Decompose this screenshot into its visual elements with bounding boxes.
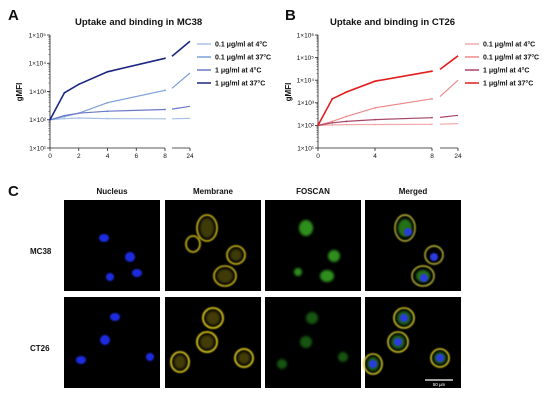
chart-a-legend-label: 1 μg/ml at 4°C <box>215 67 261 75</box>
chart-a-data-point <box>63 114 66 117</box>
panel-letter-c: C <box>8 183 19 200</box>
chart-a-y-tick-label: 1×10³ <box>29 89 47 96</box>
chart-b-series-line-24h <box>439 114 459 118</box>
chart-b-legend-label: 1 μg/ml at 37°C <box>483 80 533 88</box>
chart-a-y-tick-label: 1×10² <box>29 117 47 124</box>
chart-a-data-point <box>164 117 166 120</box>
chart-b-data-point <box>431 116 433 119</box>
chart-b-series-line-24h <box>439 55 459 71</box>
chart-b-data-point <box>345 115 348 118</box>
micrograph-ct26-foscan <box>265 297 361 388</box>
micrograph-mc38-nucleus <box>64 200 160 291</box>
chart-a-data-point <box>164 89 166 92</box>
chart-a-data-point <box>106 110 109 113</box>
chart-b-data-point <box>331 124 334 126</box>
chart-b-legend-label: 0.1 μg/ml at 4°C <box>483 41 535 49</box>
chart-a-legend-label: 0.1 μg/ml at 37°C <box>215 54 271 62</box>
column-header-merged: Merged <box>399 187 428 196</box>
chart-b-data-point <box>431 97 433 100</box>
chart-a-x-tick-label: 24 <box>186 153 194 160</box>
chart-a-series-line-24h <box>171 40 191 57</box>
chart-b-data-point <box>331 97 334 100</box>
column-header-foscan: FOSCAN <box>296 187 330 196</box>
chart-a-data-point <box>106 101 109 104</box>
chart-a-data-point <box>63 91 66 94</box>
chart-b-data-point <box>374 123 376 126</box>
chart-b-data-point <box>374 80 376 83</box>
chart-b: Uptake and binding in CT26 gMFI 1×10¹ 1×1… <box>284 17 539 160</box>
micrograph-ct26-merged: 50 μm <box>363 297 461 388</box>
chart-a-y-tick-label: 1×10⁴ <box>29 61 47 68</box>
column-header-nucleus: Nucleus <box>96 187 128 196</box>
chart-b-data-point <box>374 106 376 109</box>
chart-b-series-line-24h <box>439 123 459 125</box>
row-label-mc38: MC38 <box>30 247 52 256</box>
chart-b-legend-label: 1 μg/ml at 4°C <box>483 67 529 75</box>
micrograph-column-headers: Nucleus Membrane FOSCAN Merged <box>96 187 427 196</box>
chart-a-legend-label: 1 μg/ml at 37°C <box>215 80 265 88</box>
panel-letter-a: A <box>8 7 19 24</box>
chart-b-data-point <box>431 70 433 73</box>
chart-a-data-point <box>106 117 109 120</box>
chart-b-data-point <box>345 123 348 126</box>
chart-a-y-tick-label: 1×10⁵ <box>29 32 47 39</box>
chart-a-data-point <box>106 70 109 73</box>
chart-a-x-tick-label: 0 <box>48 153 52 160</box>
chart-b-data-point <box>331 121 334 124</box>
chart-b-legend-label: 0.1 μg/ml at 37°C <box>483 54 539 62</box>
chart-a-series-line-24h <box>171 72 191 89</box>
chart-b-title: Uptake and binding in CT26 <box>330 17 455 28</box>
chart-a-legend-label: 0.1 μg/ml at 4°C <box>215 41 267 49</box>
chart-b-data-point <box>317 124 319 127</box>
chart-b-y-tick-label: 1×10¹ <box>297 145 315 152</box>
chart-b-series-line <box>317 70 433 126</box>
chart-a-data-point <box>77 117 80 119</box>
chart-a-x-tick-label: 2 <box>77 153 81 160</box>
chart-a-ylabel: gMFI <box>15 83 24 102</box>
chart-a-data-point <box>164 108 166 111</box>
column-header-membrane: Membrane <box>193 187 234 196</box>
chart-b-y-tick-label: 1×10⁴ <box>297 78 315 85</box>
scale-bar: 50 μm <box>425 379 453 387</box>
chart-b-y-tick-label: 1×10³ <box>297 100 315 107</box>
chart-b-x-tick-label: 4 <box>373 153 377 160</box>
chart-a-data-point <box>77 112 80 115</box>
chart-a-x-tick-label: 4 <box>106 153 110 160</box>
chart-a: Uptake and binding in MC38 gMFI 1×10¹ 1×1… <box>15 17 271 160</box>
micrograph-ct26-nucleus <box>64 297 160 388</box>
chart-a-x-tick-label: 6 <box>134 153 138 160</box>
chart-b-y-tick-label: 1×10² <box>297 123 315 130</box>
chart-a-data-point <box>63 117 66 120</box>
chart-b-x-tick-label: 8 <box>430 153 434 160</box>
chart-a-y-tick-label: 1×10¹ <box>29 145 47 152</box>
micrograph-mc38-merged <box>365 200 461 291</box>
chart-b-series-line <box>317 98 433 126</box>
chart-a-series-line-24h <box>171 105 191 110</box>
chart-b-x-tick-label: 24 <box>454 153 462 160</box>
chart-b-data-point <box>345 120 348 123</box>
chart-b-y-tick-label: 1×10⁵ <box>297 55 315 62</box>
micrograph-mc38-membrane <box>165 200 261 291</box>
chart-a-title: Uptake and binding in MC38 <box>75 17 202 28</box>
chart-a-data-point <box>77 83 80 86</box>
chart-b-data-point <box>431 123 433 126</box>
chart-a-data-point <box>49 118 51 121</box>
micrograph-ct26-membrane <box>165 297 261 388</box>
chart-b-x-tick-label: 0 <box>316 153 320 160</box>
chart-b-data-point <box>345 91 348 93</box>
row-label-ct26: CT26 <box>30 344 50 353</box>
scale-bar-label: 50 μm <box>433 382 446 387</box>
chart-b-data-point <box>331 120 334 123</box>
chart-b-ylabel: gMFI <box>284 83 293 102</box>
micrograph-mc38-foscan <box>265 200 361 291</box>
chart-b-data-point <box>374 118 376 121</box>
chart-a-data-point <box>164 57 166 60</box>
panel-letter-b: B <box>285 7 296 24</box>
chart-b-series-line-24h <box>439 79 459 98</box>
chart-a-x-tick-label: 8 <box>163 153 167 160</box>
chart-b-y-tick-label: 1×10⁶ <box>297 32 315 39</box>
